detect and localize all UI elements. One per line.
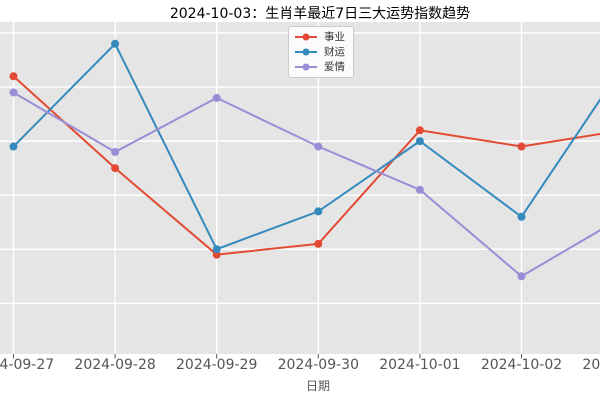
series-爱情	[9, 88, 600, 281]
series-财运	[9, 39, 600, 254]
data-point	[415, 185, 424, 194]
legend-item-事业: 事业	[294, 30, 345, 44]
data-point	[212, 245, 221, 254]
legend-marker-icon	[295, 63, 317, 71]
data-point	[9, 142, 18, 151]
x-tick-label: 2024-09-29	[176, 357, 258, 373]
data-point	[415, 137, 424, 146]
data-point	[111, 147, 120, 156]
legend-label: 爱情	[324, 61, 345, 73]
x-tick-label: 2024-10-02	[480, 357, 563, 373]
data-point	[212, 93, 221, 102]
x-tick-label: 2024-10-03	[582, 357, 600, 373]
legend-marker-icon	[295, 48, 317, 56]
x-tick-label: 2024-09-30	[277, 357, 359, 373]
chart-title: 2024-10-03：生肖羊最近7日三大运势指数趋势	[169, 6, 471, 22]
data-point	[111, 164, 120, 173]
data-point	[314, 207, 323, 216]
data-point	[314, 142, 323, 151]
legend-item-爱情: 爱情	[294, 60, 345, 74]
legend: 事业 财运 爱情	[288, 26, 354, 78]
data-point	[517, 142, 526, 151]
data-point	[111, 39, 120, 48]
data-point	[517, 212, 526, 221]
x-tick-label: 2024-10-01	[379, 357, 461, 373]
data-point	[9, 72, 18, 81]
x-tick-label: 2024-09-28	[74, 357, 156, 373]
data-point	[9, 88, 18, 97]
x-axis-label: 日期	[305, 379, 330, 393]
data-point	[517, 272, 526, 281]
data-point	[415, 126, 424, 135]
data-point	[314, 239, 323, 248]
x-tick-label: 2024-09-27	[0, 357, 55, 373]
legend-label: 事业	[324, 31, 345, 43]
legend-label: 财运	[324, 46, 345, 58]
legend-item-财运: 财运	[294, 45, 345, 59]
legend-marker-icon	[295, 33, 317, 41]
